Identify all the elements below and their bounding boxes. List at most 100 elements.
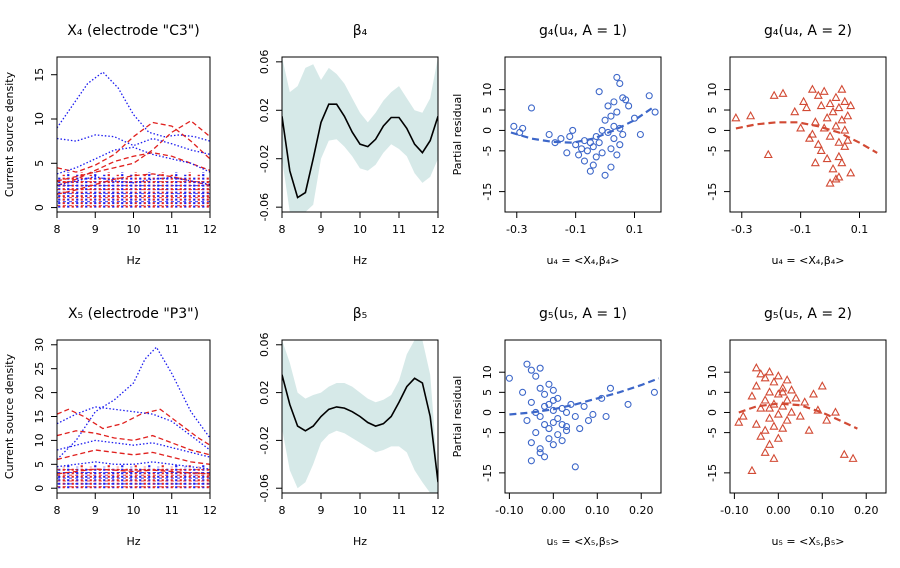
y-tick-label: 0 [481,127,494,134]
data-point [804,133,814,142]
y-tick-label: 25 [33,362,46,376]
y-tick-label: 5 [706,107,719,114]
data-point [619,130,627,139]
data-point [650,388,658,396]
data-point [773,371,783,380]
data-point [575,151,583,159]
panel-beta4: β₄ Hz 8 9 10 11 12 -0.06 -0.02 0.02 0.06 [258,23,445,267]
plot-frame [729,339,887,494]
data-point [746,110,756,120]
data-point [532,372,540,380]
y-axis-label: Partial residual [451,94,464,176]
plot-area [510,73,659,179]
chart-title: β₅ [353,306,368,322]
x-tick-label: 8 [54,223,61,236]
y-tick-label: 10 [481,83,494,97]
data-point [822,153,832,163]
data-point [536,364,544,372]
data-point [778,387,788,396]
data-point [549,418,557,427]
y-tick-label: 10 [706,83,719,97]
x-tick-label: -0.1 [565,223,586,236]
series-line [57,449,210,465]
data-point [580,157,589,165]
data-point [830,407,840,416]
data-point [756,369,766,378]
y-tick-label: 5 [33,160,46,167]
data-point [540,453,549,461]
data-point [843,135,853,144]
trend-line [738,402,858,430]
y-tick-label: 10 [481,365,494,379]
x-tick-label: 10 [353,223,367,236]
data-point [837,157,847,167]
plot-area [282,57,438,212]
chart-title: g₅(u₅, A = 1) [539,306,627,322]
x-tick-label: 8 [54,504,61,517]
data-point [527,398,535,406]
y-tick-label: -5 [481,145,494,156]
data-point [831,121,841,130]
plot-frame [504,56,662,213]
data-point [563,149,571,157]
data-point [536,412,544,421]
data-point [589,161,597,169]
data-point [562,408,571,417]
chart-title: g₅(u₅, A = 2) [764,306,852,322]
y-tick-label: -15 [706,183,719,201]
data-point [765,403,775,412]
series-line [57,461,210,470]
data-point [545,425,553,433]
y-axis-label: Current source density [3,71,16,197]
panel-g5a1: g₅(u₅, A = 1) u₅ = <X₅,β₅> Partial residua… [451,306,662,548]
data-point [760,395,770,404]
plot-frame [281,56,439,213]
chart-title: g₄(u₄, A = 1) [539,23,627,39]
series-line [57,146,210,175]
data-point [731,113,741,122]
plot-area [734,363,858,475]
data-point [613,151,621,159]
x-tick-label: 8 [279,223,286,236]
data-point [810,157,820,167]
data-point [840,96,850,106]
data-point [519,124,527,132]
trend-line [509,377,660,416]
data-point [527,439,535,447]
trend-line [510,107,653,144]
data-point [607,163,615,171]
x-tick-label: -0.10 [720,504,748,517]
data-point [834,137,844,146]
data-point [549,386,557,394]
x-tick-label: 10 [353,504,367,517]
data-point [545,130,553,139]
data-point [799,96,809,106]
data-point [819,86,829,95]
data-point [828,106,838,116]
data-point [840,141,850,150]
data-point [822,415,832,424]
y-tick-label: -0.06 [258,193,271,221]
panel-x5: X₅ (electrode "P3") Hz Current source dens… [3,306,217,548]
y-tick-label: 0 [706,127,719,134]
y-tick-label: 0 [706,409,719,416]
data-point [769,421,779,430]
y-tick-label: 20 [33,386,46,400]
data-point [540,402,549,410]
data-point [589,143,597,151]
data-point [834,172,844,181]
data-point [816,145,826,154]
data-point [747,391,757,400]
data-point [523,416,531,425]
data-point [624,400,632,408]
chart-title: β₄ [353,23,368,39]
series-line [57,71,210,142]
plot-area [57,71,210,208]
y-tick-label: 30 [33,338,46,352]
data-point [751,381,761,390]
trend-line [735,121,878,154]
y-tick-label: 5 [481,107,494,114]
data-point [848,453,858,462]
series-line [57,406,210,451]
data-point [562,423,571,431]
